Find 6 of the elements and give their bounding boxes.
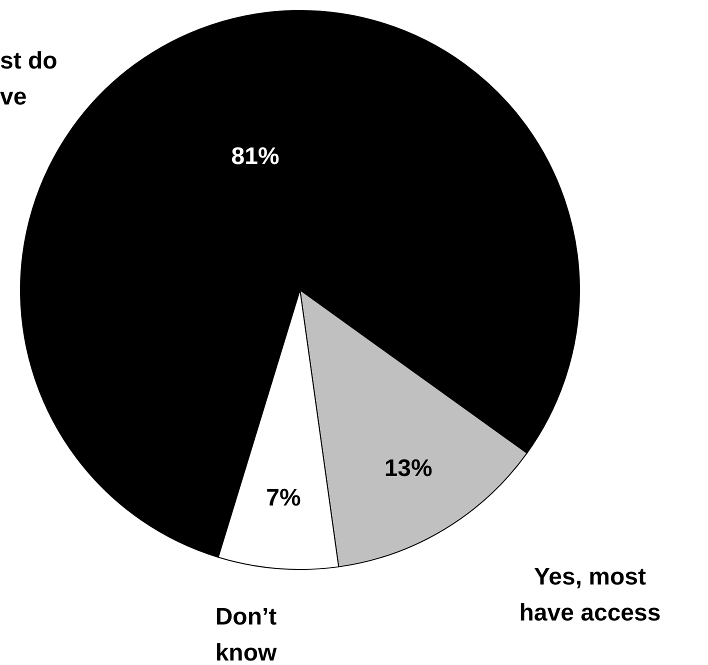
data-label: 13% <box>384 455 432 482</box>
slice-label: Yes, most have access <box>519 564 661 627</box>
slice-label: st do ve <box>0 48 58 111</box>
data-label: 81% <box>231 143 280 170</box>
data-label: 7% <box>266 484 301 512</box>
slice-label: Don’t know <box>215 604 277 665</box>
